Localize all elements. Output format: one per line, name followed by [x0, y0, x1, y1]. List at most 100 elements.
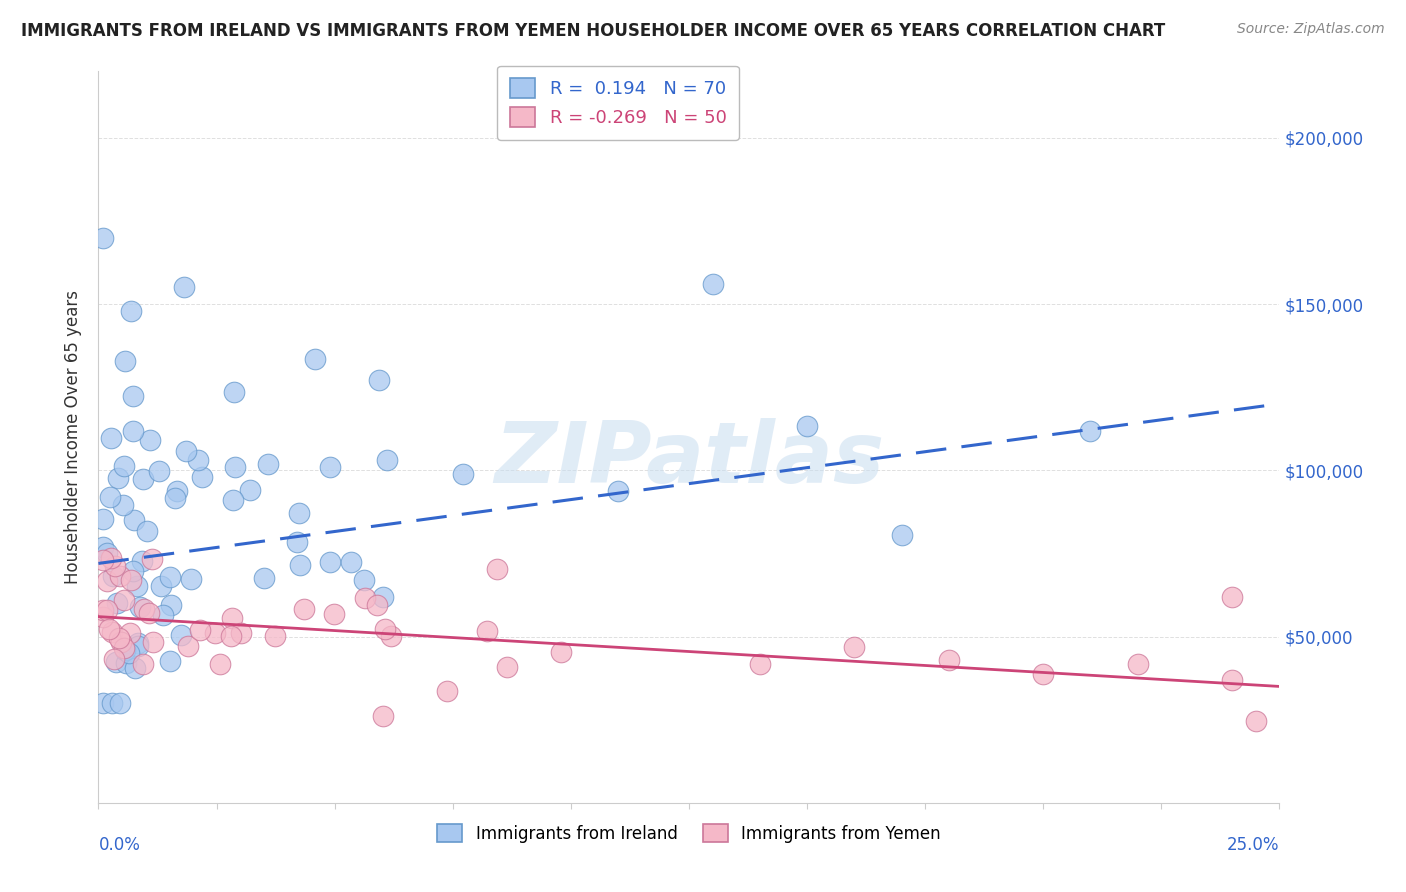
Text: Source: ZipAtlas.com: Source: ZipAtlas.com	[1237, 22, 1385, 37]
Point	[100, 431, 122, 445]
Point	[224, 459, 246, 474]
Point	[160, 598, 183, 612]
Point	[477, 624, 499, 638]
Point	[121, 389, 143, 403]
Point	[163, 491, 186, 505]
Point	[103, 651, 125, 665]
Point	[122, 513, 145, 527]
Point	[288, 506, 311, 520]
Point	[132, 602, 155, 616]
Text: IMMIGRANTS FROM IRELAND VS IMMIGRANTS FROM YEMEN HOUSEHOLDER INCOME OVER 65 YEAR: IMMIGRANTS FROM IRELAND VS IMMIGRANTS FR…	[21, 22, 1166, 40]
Point	[373, 708, 395, 723]
Point	[159, 654, 181, 668]
Point	[100, 551, 122, 566]
Point	[104, 558, 127, 573]
Y-axis label: Householder Income Over 65 years: Householder Income Over 65 years	[65, 290, 83, 584]
Point	[485, 562, 508, 576]
Point	[371, 590, 394, 604]
Point	[319, 555, 342, 569]
Point	[121, 573, 143, 587]
Point	[125, 579, 148, 593]
Point	[91, 610, 114, 624]
Point	[141, 551, 163, 566]
Point	[166, 483, 188, 498]
Point	[129, 599, 152, 614]
Point	[142, 635, 165, 649]
Point	[132, 472, 155, 486]
Point	[98, 622, 121, 636]
Point	[114, 642, 136, 657]
Point	[127, 639, 149, 653]
Point	[148, 464, 170, 478]
Point	[108, 696, 131, 710]
Point	[796, 419, 818, 434]
Point	[1080, 424, 1102, 438]
Point	[173, 280, 195, 294]
Point	[285, 534, 308, 549]
Point	[290, 558, 312, 572]
Point	[121, 425, 143, 439]
Point	[354, 591, 377, 605]
Point	[224, 384, 246, 399]
Point	[124, 661, 146, 675]
Point	[257, 457, 280, 471]
Point	[380, 629, 402, 643]
Point	[304, 351, 326, 366]
Point	[222, 492, 245, 507]
Point	[117, 646, 139, 660]
Point	[101, 625, 124, 640]
Point	[208, 657, 231, 672]
Point	[844, 640, 866, 654]
Point	[702, 277, 724, 291]
Point	[112, 593, 135, 607]
Point	[114, 354, 136, 368]
Point	[1126, 657, 1149, 672]
Text: ZIPatlas: ZIPatlas	[494, 417, 884, 500]
Point	[112, 641, 135, 656]
Point	[229, 626, 252, 640]
Point	[131, 554, 153, 568]
Point	[170, 628, 193, 642]
Point	[496, 660, 519, 674]
Point	[112, 458, 135, 473]
Point	[221, 611, 243, 625]
Point	[292, 602, 315, 616]
Point	[607, 483, 630, 498]
Point	[550, 645, 572, 659]
Point	[374, 622, 396, 636]
Point	[152, 607, 174, 622]
Point	[114, 656, 136, 670]
Point	[107, 631, 129, 645]
Point	[436, 683, 458, 698]
Point	[174, 444, 197, 458]
Point	[375, 453, 398, 467]
Point	[180, 572, 202, 586]
Point	[188, 624, 211, 638]
Point	[91, 603, 114, 617]
Point	[107, 471, 129, 485]
Point	[253, 571, 276, 585]
Point	[190, 470, 212, 484]
Point	[1220, 590, 1243, 604]
Text: 0.0%: 0.0%	[98, 836, 141, 854]
Point	[110, 635, 132, 649]
Point	[938, 653, 960, 667]
Point	[98, 490, 121, 504]
Point	[96, 574, 118, 588]
Point	[1032, 667, 1054, 681]
Point	[187, 452, 209, 467]
Point	[122, 564, 145, 578]
Point	[91, 540, 114, 554]
Point	[91, 696, 114, 710]
Point	[127, 636, 149, 650]
Text: 25.0%: 25.0%	[1227, 836, 1279, 854]
Point	[219, 628, 242, 642]
Point	[323, 607, 346, 621]
Point	[132, 657, 155, 671]
Point	[319, 460, 342, 475]
Legend: Immigrants from Ireland, Immigrants from Yemen: Immigrants from Ireland, Immigrants from…	[430, 817, 948, 849]
Point	[103, 569, 125, 583]
Point	[101, 696, 124, 710]
Point	[890, 528, 912, 542]
Point	[120, 626, 142, 640]
